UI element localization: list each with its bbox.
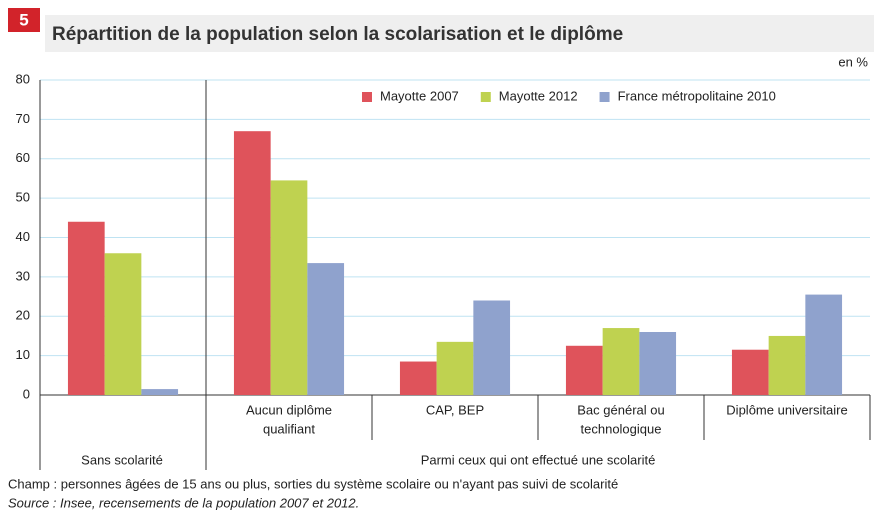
bar [399, 361, 437, 395]
y-tick-label: 30 [16, 268, 30, 283]
y-tick-label: 40 [16, 229, 30, 244]
y-tick-label: 20 [16, 308, 30, 323]
bar [768, 335, 806, 395]
x-tick-label: Diplôme universitaire [726, 402, 847, 417]
y-tick-label: 50 [16, 190, 30, 205]
unit-label: en % [838, 54, 868, 69]
bar [473, 300, 511, 395]
legend-label: France métropolitaine 2010 [618, 88, 776, 103]
bar [67, 221, 105, 395]
title-band [45, 15, 874, 52]
note: Source : Insee, recensements de la popul… [8, 495, 359, 510]
bar [639, 332, 677, 395]
group-label: Sans scolarité [81, 452, 163, 467]
bar [233, 131, 271, 395]
legend-label: Mayotte 2012 [499, 88, 578, 103]
y-tick-label: 70 [16, 111, 30, 126]
y-tick-label: 10 [16, 347, 30, 362]
x-tick-label: qualifiant [263, 421, 315, 436]
x-tick-label: CAP, BEP [426, 402, 484, 417]
badge-box [8, 8, 40, 32]
x-tick-label: technologique [581, 421, 662, 436]
bar [270, 180, 308, 395]
bar [731, 349, 769, 395]
legend-swatch [362, 92, 372, 102]
bar [141, 389, 179, 395]
legend-swatch [599, 92, 610, 102]
group-label: Parmi ceux qui ont effectué une scolarit… [421, 452, 656, 467]
legend-label: Mayotte 2007 [380, 88, 459, 103]
bar [436, 341, 474, 395]
badge: 5 [19, 10, 28, 29]
bar [307, 263, 345, 395]
bar [805, 294, 843, 395]
bar [602, 328, 640, 395]
y-tick-label: 0 [23, 386, 30, 401]
bar [565, 345, 603, 395]
chart-title: Répartition de la population selon la sc… [52, 24, 623, 45]
note: Champ : personnes âgées de 15 ans ou plu… [8, 476, 618, 491]
y-tick-label: 80 [16, 71, 30, 86]
bar [104, 253, 142, 395]
x-tick-label: Aucun diplôme [246, 402, 332, 417]
legend-swatch [480, 92, 491, 102]
x-tick-label: Bac général ou [577, 402, 664, 417]
y-tick-label: 60 [16, 150, 30, 165]
